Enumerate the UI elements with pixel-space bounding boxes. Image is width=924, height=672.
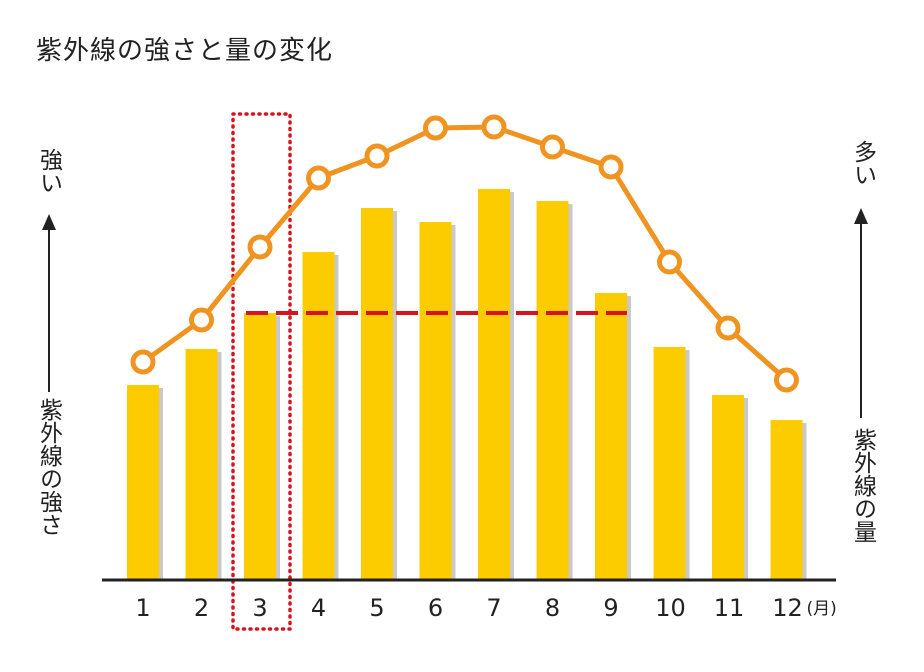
- x-unit-label: (月): [807, 599, 837, 619]
- left-axis-bottom-label: 紫外線の強さ: [34, 398, 62, 543]
- bar: [302, 252, 335, 580]
- line-marker: [189, 307, 214, 333]
- x-tick-label: 12: [772, 594, 803, 622]
- line-marker: [540, 134, 565, 160]
- line-series: [130, 114, 799, 393]
- x-tick-label: 11: [714, 594, 745, 622]
- left-axis-top-text: 強い: [35, 148, 62, 194]
- x-tick-label: 4: [311, 594, 326, 622]
- bar: [127, 385, 159, 580]
- x-tick-label: 5: [369, 594, 384, 622]
- line-marker: [715, 315, 741, 341]
- x-tick-label: 6: [428, 594, 443, 622]
- x-tick-label: 7: [486, 594, 501, 622]
- left-axis-bottom-text: 紫外線の強さ: [35, 398, 62, 536]
- bar: [244, 313, 276, 580]
- x-tick-label: 2: [194, 594, 209, 622]
- line-marker: [481, 114, 507, 140]
- bar: [595, 293, 627, 580]
- x-tick-label: 8: [545, 594, 560, 622]
- uv-strength-line: [141, 124, 789, 382]
- highlight-annotations: [231, 112, 627, 631]
- bar: [712, 395, 744, 580]
- bar: [653, 347, 686, 580]
- x-tick-label: 9: [603, 594, 618, 622]
- line-marker: [306, 165, 331, 191]
- bar: [770, 420, 803, 580]
- right-axis-arrow-icon: [854, 208, 868, 418]
- bar: [419, 222, 452, 580]
- line-marker: [423, 115, 448, 141]
- line-marker: [247, 234, 273, 260]
- chart-title: 紫外線の強さと量の変化: [36, 36, 334, 66]
- bar-series: [127, 189, 807, 580]
- x-tick-label: 3: [252, 594, 267, 622]
- right-axis-bottom-text: 紫外線の量: [849, 428, 876, 543]
- right-axis-top-label: 多い: [848, 140, 876, 193]
- left-axis-arrow-icon: [42, 214, 56, 392]
- bar: [185, 349, 218, 580]
- right-axis-bottom-label: 紫外線の量: [848, 428, 876, 550]
- bar: [361, 208, 393, 580]
- line-marker: [130, 349, 156, 375]
- line-marker: [657, 249, 682, 275]
- bar: [478, 189, 510, 580]
- line-marker: [598, 154, 624, 180]
- highlight-box-month-3: [231, 112, 292, 631]
- right-axis-top-text: 多い: [849, 140, 876, 186]
- line-marker: [774, 367, 799, 393]
- left-axis-top-label: 強い: [34, 148, 62, 201]
- x-tick-label: 1: [135, 594, 150, 622]
- x-axis-ticks: 1 2 3 4 5 6 7 8 9 10 11 12 (月): [135, 594, 836, 622]
- line-marker: [364, 143, 390, 169]
- bar: [536, 201, 569, 580]
- x-tick-label: 10: [655, 594, 686, 622]
